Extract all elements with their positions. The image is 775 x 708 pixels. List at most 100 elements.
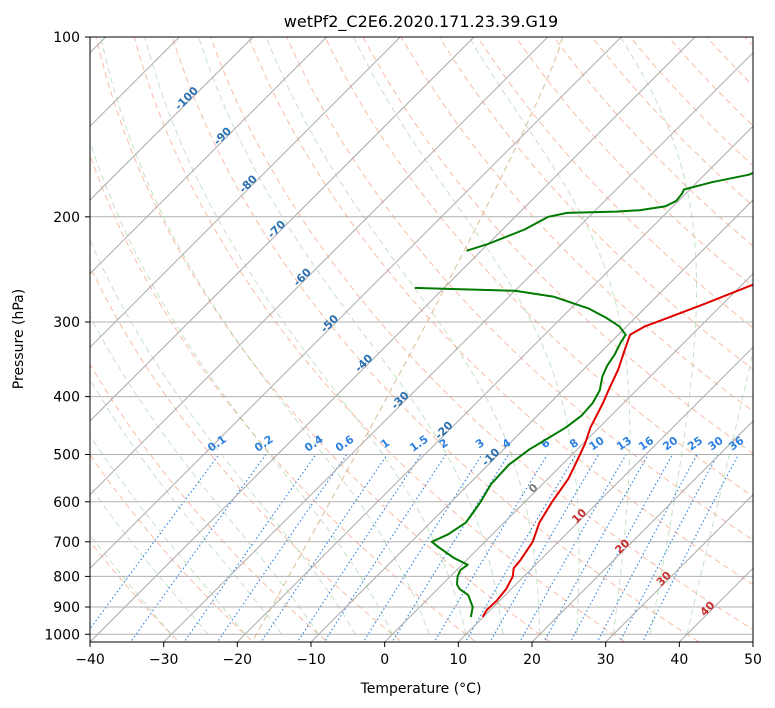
mixing-ratio-line (129, 454, 267, 642)
mixing-ratio-line (433, 454, 548, 642)
y-axis-label: Pressure (hPa) (11, 289, 27, 389)
series-lines (414, 171, 753, 618)
isotherm (678, 567, 753, 642)
plot-frame (89, 36, 754, 643)
moist-adiabat (198, 37, 504, 635)
x-tick-label: −30 (149, 652, 179, 668)
mixing-ratio-line (323, 454, 447, 642)
moist-adiabat-label: 40 (698, 599, 718, 619)
mixing-ratio-line (296, 454, 422, 642)
mixing-ratio-label: 13 (614, 434, 634, 453)
isotherm (604, 493, 753, 642)
dry-adiabat (400, 37, 753, 412)
moist-adiabat (90, 485, 209, 635)
mixing-ratio-label: 8 (567, 436, 581, 451)
mixing-ratio-label: 30 (706, 434, 726, 454)
y-tick-label: 1000 (44, 627, 80, 643)
isotherm (531, 420, 753, 642)
isotherm (752, 641, 753, 642)
dry-adiabat (286, 37, 753, 541)
moist-adiabat-label: -80 (237, 172, 260, 195)
mixing-ratio-line (90, 454, 220, 630)
dry-adiabat (324, 37, 753, 498)
chart-title: wetPf2_C2E6.2020.171.23.39.G19 (284, 12, 558, 32)
y-tick-label: 400 (53, 390, 80, 406)
dry-adiabat (770, 24, 775, 647)
mixing-ratio-line (183, 454, 317, 642)
isotherm (457, 346, 753, 642)
mixing-ratio-label: 36 (726, 434, 746, 454)
x-tick-label: 0 (380, 652, 389, 668)
mixing-ratio-line (260, 454, 388, 642)
moist-adiabat-label: -50 (318, 312, 341, 335)
dry-adiabat (629, 37, 753, 167)
moist-adiabat-label: -60 (291, 265, 314, 288)
dry-adiabat (705, 37, 753, 87)
moist-adiabat-label: -100 (172, 84, 201, 113)
mixing-ratio-line (464, 454, 577, 642)
moist-adiabat-label: -40 (352, 351, 375, 374)
dry-adiabat (90, 154, 477, 642)
isotherm (90, 37, 181, 128)
dry-adiabat (667, 37, 753, 127)
isotherm (90, 37, 254, 201)
dry-adiabat (477, 37, 753, 329)
mixing-ratio-label: 4 (500, 436, 514, 451)
moist-adiabat (90, 140, 393, 635)
mixing-ratio-line (619, 454, 719, 642)
dry-adiabat (90, 453, 254, 642)
y-tick-label: 800 (53, 569, 80, 585)
y-tick-label: 600 (53, 495, 80, 511)
mixing-ratio-line (391, 454, 510, 642)
mixing-ratio-line (596, 454, 698, 642)
isotherm (90, 37, 475, 422)
moist-adiabat (90, 239, 356, 635)
background-lines (90, 24, 775, 647)
x-tick-label: 20 (523, 652, 541, 668)
mixing-ratio-line (216, 454, 348, 642)
isotherm (162, 51, 753, 642)
moist-adiabat-label: 20 (612, 536, 632, 556)
moist-adiabat-label: 10 (569, 506, 589, 526)
y-tick-label: 300 (53, 315, 80, 331)
y-tick-label: 100 (53, 30, 80, 46)
mixing-ratio-label: 1 (378, 436, 392, 451)
y-tick-label: 200 (53, 210, 80, 226)
moist-adiabat-label: -30 (389, 389, 412, 412)
mixing-ratio-line (569, 454, 673, 642)
mixing-ratio-label: 0.4 (302, 433, 326, 455)
series-line-1 (414, 286, 627, 618)
isotherm (90, 37, 696, 642)
y-tick-label: 500 (53, 448, 80, 464)
dry-adiabat (90, 265, 403, 642)
x-tick-label: 10 (449, 652, 467, 668)
y-tick-label: 700 (53, 535, 80, 551)
x-tick-label: −20 (223, 652, 253, 668)
dry-adiabat (209, 37, 753, 631)
dry-adiabat (171, 37, 700, 642)
moist-adiabat (144, 37, 467, 635)
x-axis: −40 −30 −20 −10 0 10 20 30 40 50 (75, 642, 762, 668)
isotherm (90, 37, 402, 349)
mixing-ratio-label: 0.1 (205, 433, 228, 455)
line-labels: 0.1 0.2 0.4 0.6 1 1.5 2 3 4 6 8 10 13 16 20 25 30 36-100-… (172, 84, 746, 619)
moist-adiabat (90, 533, 172, 635)
mixing-ratio-label: 0.6 (333, 433, 357, 455)
x-tick-label: −40 (75, 652, 105, 668)
x-tick-label: −10 (296, 652, 326, 668)
moist-adiabat (265, 37, 541, 635)
x-tick-label: 40 (670, 652, 688, 668)
x-axis-label: Temperature (°C) (360, 681, 482, 697)
series-line-2 (466, 171, 753, 252)
dry-adiabat (133, 37, 626, 642)
moist-adiabat (468, 37, 631, 635)
y-axis: 100 200 300 400 500 600 700 800 900 1000 (44, 30, 90, 643)
isotherm (90, 37, 328, 275)
dry-adiabat (95, 37, 552, 642)
dry-adiabat (90, 363, 329, 642)
reference-curve (251, 37, 564, 642)
isotherm (90, 37, 549, 496)
isotherm (236, 125, 753, 642)
dry-adiabat (362, 37, 753, 455)
